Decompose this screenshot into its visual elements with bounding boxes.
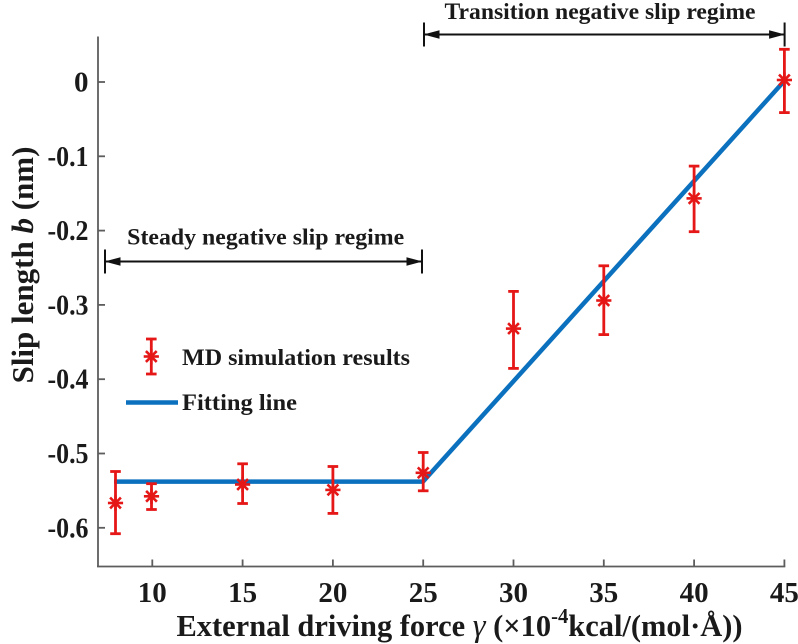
svg-text:45: 45 [770, 577, 798, 609]
svg-text:40: 40 [680, 577, 709, 609]
svg-text:Slip length b (nm): Slip length b (nm) [5, 147, 40, 384]
svg-text:20: 20 [318, 577, 347, 609]
svg-text:-0.6: -0.6 [48, 512, 89, 544]
svg-text:15: 15 [228, 577, 257, 609]
svg-text:MD simulation results: MD simulation results [182, 345, 410, 370]
svg-text:10: 10 [138, 577, 167, 609]
svg-text:0: 0 [74, 67, 89, 99]
svg-text:-0.2: -0.2 [48, 215, 89, 247]
svg-text:-0.1: -0.1 [48, 141, 89, 173]
svg-text:35: 35 [589, 577, 618, 609]
svg-text:25: 25 [409, 577, 438, 609]
svg-text:-0.5: -0.5 [48, 438, 89, 470]
svg-text:Steady negative slip regime: Steady negative slip regime [127, 225, 404, 250]
svg-text:-0.4: -0.4 [48, 364, 89, 396]
svg-text:External driving force γ (×10-: External driving force γ (×10-4kcal/(mol… [177, 604, 743, 644]
svg-text:30: 30 [499, 577, 528, 609]
svg-text:-0.3: -0.3 [48, 289, 89, 321]
svg-text:Fitting line: Fitting line [182, 390, 297, 415]
svg-text:Transition negative slip regim: Transition negative slip regime [445, 0, 756, 24]
